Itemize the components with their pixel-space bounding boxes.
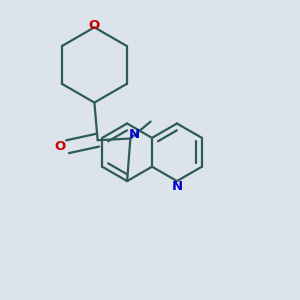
Text: N: N <box>171 180 182 193</box>
Text: O: O <box>55 140 66 153</box>
Text: N: N <box>129 128 140 141</box>
Text: O: O <box>89 19 100 32</box>
